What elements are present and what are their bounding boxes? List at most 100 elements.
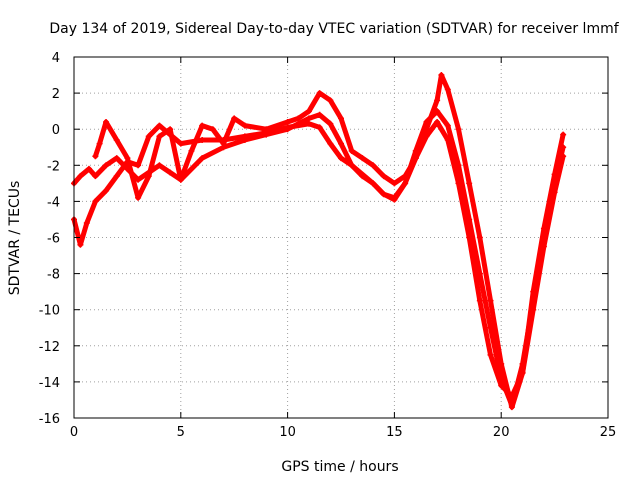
data-point — [113, 173, 120, 180]
data-point — [135, 176, 142, 183]
series-line — [71, 108, 566, 408]
data-point — [380, 173, 387, 180]
data-point — [316, 124, 323, 131]
data-point — [113, 137, 120, 144]
data-point — [156, 133, 163, 140]
x-tick-label: 10 — [279, 425, 296, 440]
data-point — [177, 140, 184, 147]
data-point — [209, 126, 216, 133]
y-tick-label: -2 — [47, 159, 60, 174]
data-point — [156, 122, 163, 129]
series-track-3 — [92, 72, 567, 411]
y-tick-label: 4 — [52, 51, 60, 66]
plot-area — [71, 72, 567, 411]
data-point — [103, 162, 110, 169]
data-point — [199, 122, 206, 129]
series-track-1 — [71, 111, 567, 400]
data-point — [199, 155, 206, 162]
x-tick-label: 15 — [386, 425, 403, 440]
data-point — [455, 126, 462, 133]
data-point — [444, 86, 451, 93]
data-point — [135, 162, 142, 169]
data-point — [241, 122, 248, 129]
data-point — [402, 180, 409, 187]
data-point — [263, 126, 270, 133]
data-point — [83, 220, 90, 227]
data-point — [487, 351, 494, 358]
data-point — [498, 360, 505, 367]
data-point — [412, 155, 419, 162]
data-point — [145, 133, 152, 140]
data-point — [284, 118, 291, 125]
data-point — [284, 124, 291, 131]
data-point — [295, 115, 302, 122]
data-point — [338, 115, 344, 122]
data-point — [487, 297, 494, 304]
data-point — [444, 122, 451, 129]
data-point — [370, 180, 377, 187]
data-point — [103, 118, 110, 125]
data-point — [199, 137, 206, 144]
data-point — [327, 120, 334, 127]
data-point — [92, 173, 99, 180]
data-point — [316, 90, 323, 97]
data-point — [391, 196, 398, 203]
data-point — [370, 162, 377, 169]
data-point — [96, 140, 103, 147]
data-point — [359, 173, 366, 180]
chart-title: Day 134 of 2019, Sidereal Day-to-day VTE… — [49, 21, 619, 37]
data-point — [92, 153, 99, 160]
y-tick-label: 2 — [52, 87, 60, 102]
y-tick-label: -4 — [47, 195, 60, 210]
data-point — [476, 270, 483, 277]
data-point — [338, 140, 344, 147]
data-point — [85, 165, 92, 172]
data-point — [338, 155, 344, 162]
grid — [74, 57, 608, 418]
data-point — [156, 162, 163, 169]
y-tick-label: -8 — [47, 268, 60, 283]
data-point — [402, 173, 409, 180]
x-tick-label: 25 — [600, 425, 617, 440]
data-point — [560, 131, 567, 138]
data-point — [348, 162, 355, 169]
data-point — [508, 404, 515, 411]
data-point — [423, 126, 430, 133]
y-tick-label: -12 — [39, 340, 60, 355]
data-point — [124, 155, 131, 162]
y-tick-label: -16 — [39, 412, 60, 427]
x-tick-label: 5 — [177, 425, 185, 440]
data-point — [487, 324, 494, 331]
data-point — [135, 194, 142, 201]
data-point — [476, 297, 483, 304]
data-point — [316, 111, 323, 118]
data-point — [188, 147, 195, 154]
y-tick-label: -6 — [47, 232, 60, 247]
data-point — [519, 369, 526, 376]
data-point — [103, 187, 110, 194]
y-tick-label: -14 — [39, 376, 60, 391]
data-point — [551, 171, 558, 178]
x-tick-label: 0 — [70, 425, 78, 440]
data-point — [434, 97, 441, 104]
axes: 0 5 10 15 20 25 -16 -14 -12 -10 -8 -6 -4 -2 0 2 4 — [39, 51, 617, 440]
data-point — [305, 120, 312, 127]
data-point — [305, 115, 312, 122]
data-point — [77, 173, 84, 180]
data-point — [391, 180, 398, 187]
data-point — [466, 216, 473, 223]
data-point — [220, 140, 227, 147]
x-axis-label: GPS time / hours — [281, 459, 398, 475]
data-point — [177, 176, 184, 183]
data-point — [466, 180, 473, 187]
data-point — [476, 234, 483, 241]
y-tick-label: -10 — [39, 304, 60, 319]
y-tick-label: 0 — [52, 123, 60, 138]
x-tick-label: 20 — [493, 425, 510, 440]
data-point — [305, 108, 312, 115]
data-point — [438, 72, 445, 79]
data-point — [540, 225, 547, 232]
data-point — [77, 241, 84, 248]
y-axis-label: SDTVAR / TECUs — [7, 181, 23, 296]
